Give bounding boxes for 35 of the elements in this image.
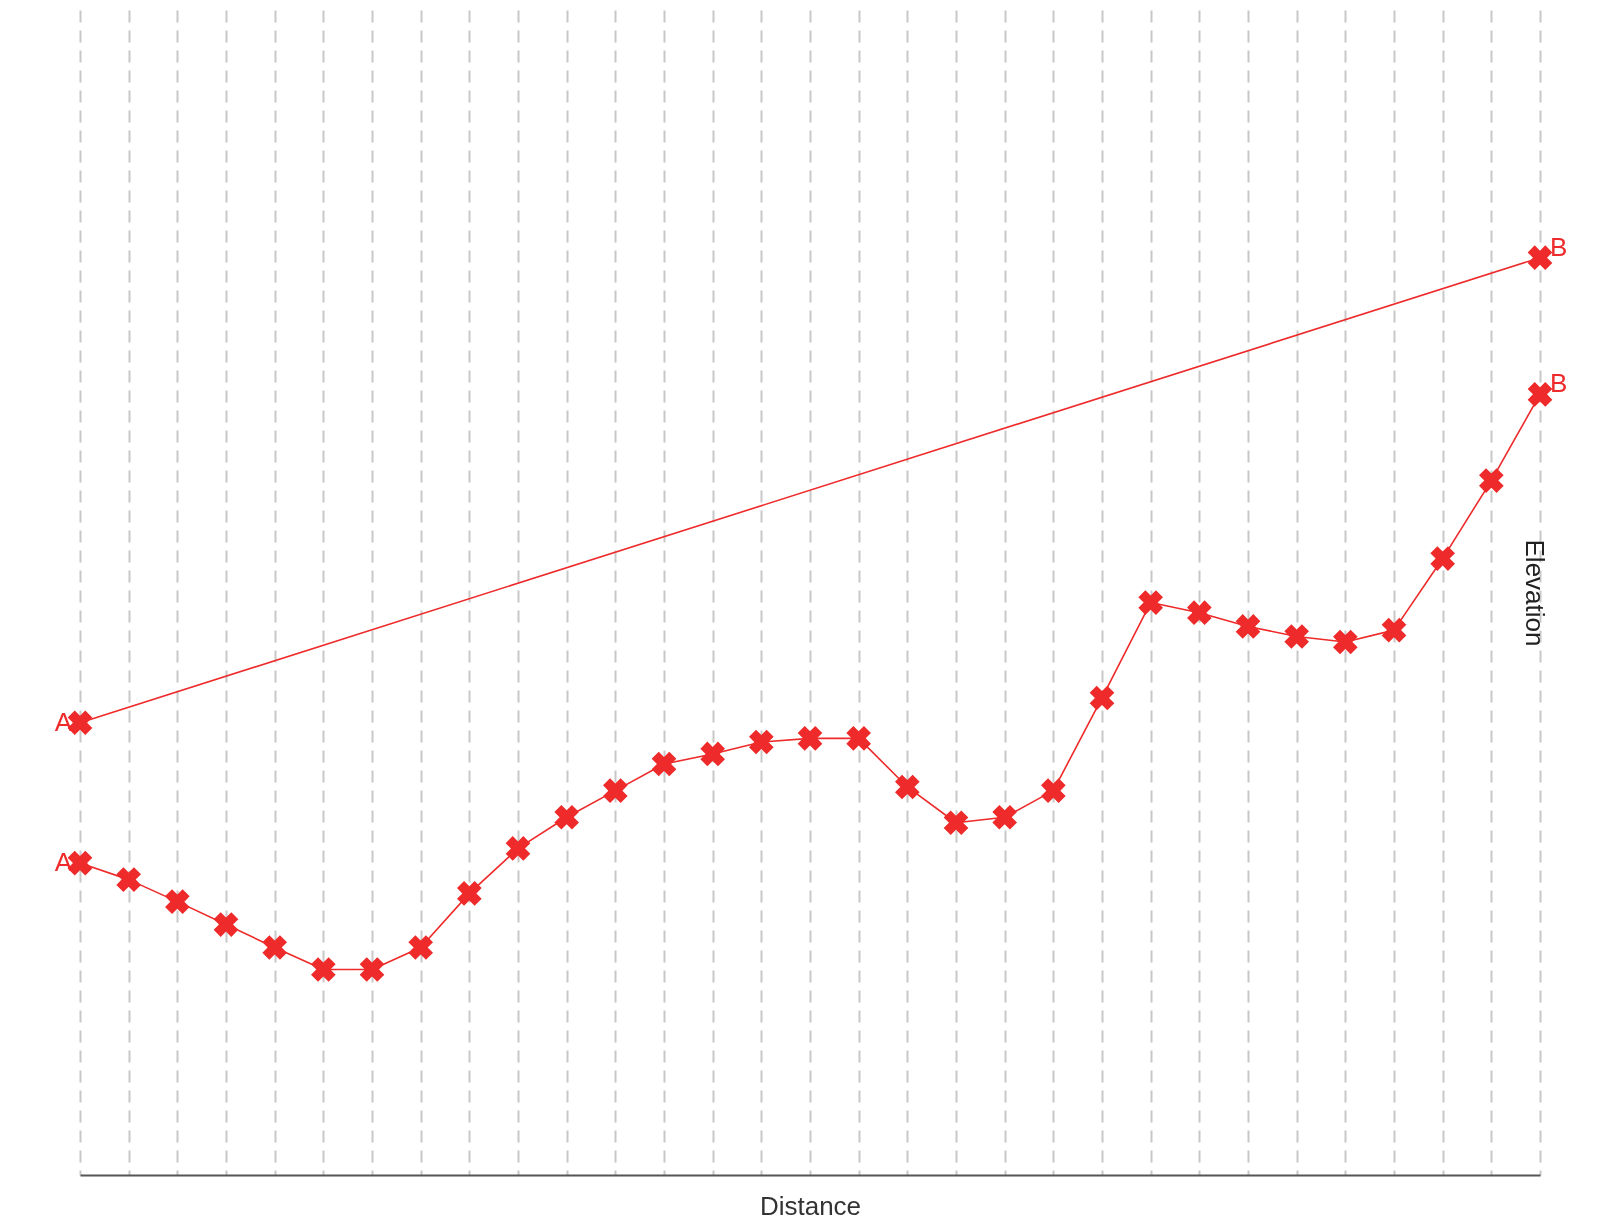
point xyxy=(603,778,628,803)
point xyxy=(1430,546,1455,571)
point xyxy=(311,957,336,982)
text: B xyxy=(1550,368,1568,399)
point xyxy=(1527,382,1553,407)
point xyxy=(700,741,725,767)
point xyxy=(1235,614,1261,639)
y-axis-title: Elevation xyxy=(1519,539,1550,647)
point xyxy=(116,867,141,892)
point xyxy=(1527,245,1553,270)
x-axis-title: Distance xyxy=(759,1190,862,1221)
point xyxy=(846,726,871,751)
point xyxy=(165,889,190,914)
point xyxy=(457,881,482,906)
point xyxy=(1284,624,1309,649)
text: B xyxy=(1550,231,1568,262)
point xyxy=(797,726,823,751)
point xyxy=(554,804,579,830)
point xyxy=(943,810,969,836)
point xyxy=(408,935,433,960)
point xyxy=(1187,600,1212,626)
point xyxy=(992,804,1017,830)
point xyxy=(1381,617,1407,643)
point xyxy=(213,912,239,937)
point xyxy=(749,729,774,755)
point xyxy=(262,935,287,960)
point xyxy=(359,957,385,982)
point xyxy=(505,836,531,861)
point xyxy=(895,774,920,800)
point xyxy=(1479,468,1504,493)
point xyxy=(1041,778,1066,803)
point xyxy=(1089,685,1115,711)
point xyxy=(651,751,677,777)
point xyxy=(1138,590,1163,615)
point xyxy=(1333,629,1358,655)
